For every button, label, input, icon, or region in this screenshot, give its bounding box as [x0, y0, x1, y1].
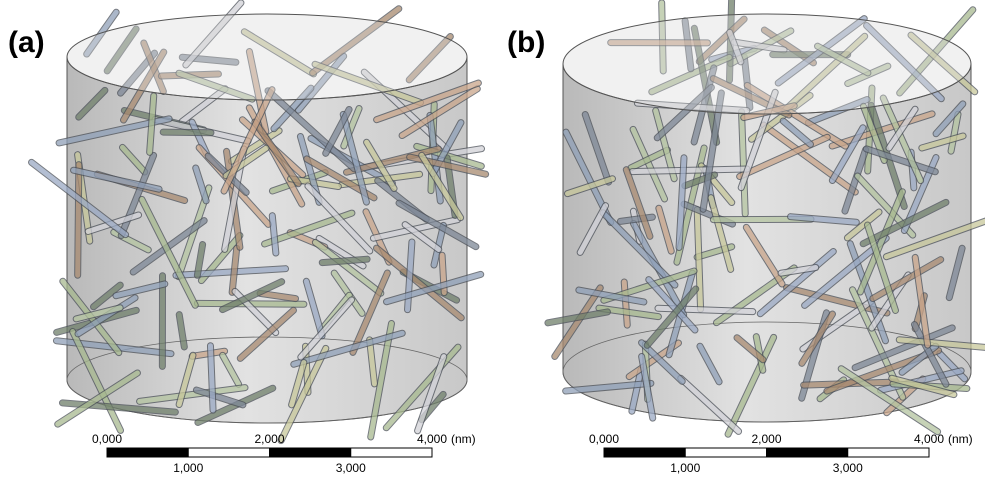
scale-label: 4,000: [914, 432, 944, 446]
scale-label: 0,000: [92, 432, 122, 446]
scale-label: 1,000: [173, 461, 203, 475]
fiber: [210, 346, 213, 410]
panel: (a) 0,000 2,000 4,000 (nm) 1,000 3,000: [8, 3, 486, 475]
fiber: [78, 165, 79, 276]
scale-segment: [685, 448, 766, 457]
fiber-core: [272, 216, 276, 253]
fiber: [697, 210, 700, 310]
fiber: [322, 259, 367, 262]
fiber-core: [322, 259, 367, 262]
fiber: [679, 158, 684, 248]
fiber-core: [697, 210, 700, 310]
fiber: [272, 216, 276, 253]
fiber: [624, 282, 627, 325]
scale-segment: [188, 448, 269, 457]
fiber: [742, 112, 746, 214]
fiber-core: [624, 282, 627, 325]
fiber: [370, 340, 375, 384]
scale-label: 2,000: [751, 432, 781, 446]
scale-label: 3,000: [833, 461, 863, 475]
page: {"panels": [ {"label": "(a)", "scale_bar…: [0, 0, 985, 478]
fiber-core: [632, 169, 747, 172]
fiber: [408, 242, 412, 310]
scale-label: 0,000: [589, 432, 619, 446]
scale-segment: [604, 448, 685, 457]
fiber: [232, 248, 237, 292]
scale-label: 1,000: [670, 461, 700, 475]
fiber: [632, 169, 747, 172]
scale-segment: [351, 448, 432, 457]
cylinder-top: [67, 14, 467, 100]
scale-unit: (nm): [948, 432, 973, 446]
scale-segment: [107, 448, 188, 457]
scale-label: 4,000: [417, 432, 447, 446]
fiber: [150, 96, 154, 153]
panel: (b) 0,000 2,000 4,000 (nm) 1,000 3,000: [507, 0, 985, 475]
scale-segment: [848, 448, 929, 457]
fiber-core: [210, 346, 213, 410]
fiber-core: [163, 132, 211, 133]
panel-label: (b): [507, 26, 545, 59]
panel-label: (a): [8, 26, 45, 59]
scale-label: 3,000: [336, 461, 366, 475]
fiber: [163, 132, 211, 133]
figure: (a) 0,000 2,000 4,000 (nm) 1,000 3,000 (b) 0,000…: [0, 0, 985, 478]
fiber-core: [78, 165, 79, 276]
scale-segment: [270, 448, 351, 457]
scale-unit: (nm): [451, 432, 476, 446]
scale-label: 2,000: [254, 432, 284, 446]
cylinder-top: [563, 14, 971, 114]
scale-segment: [767, 448, 848, 457]
